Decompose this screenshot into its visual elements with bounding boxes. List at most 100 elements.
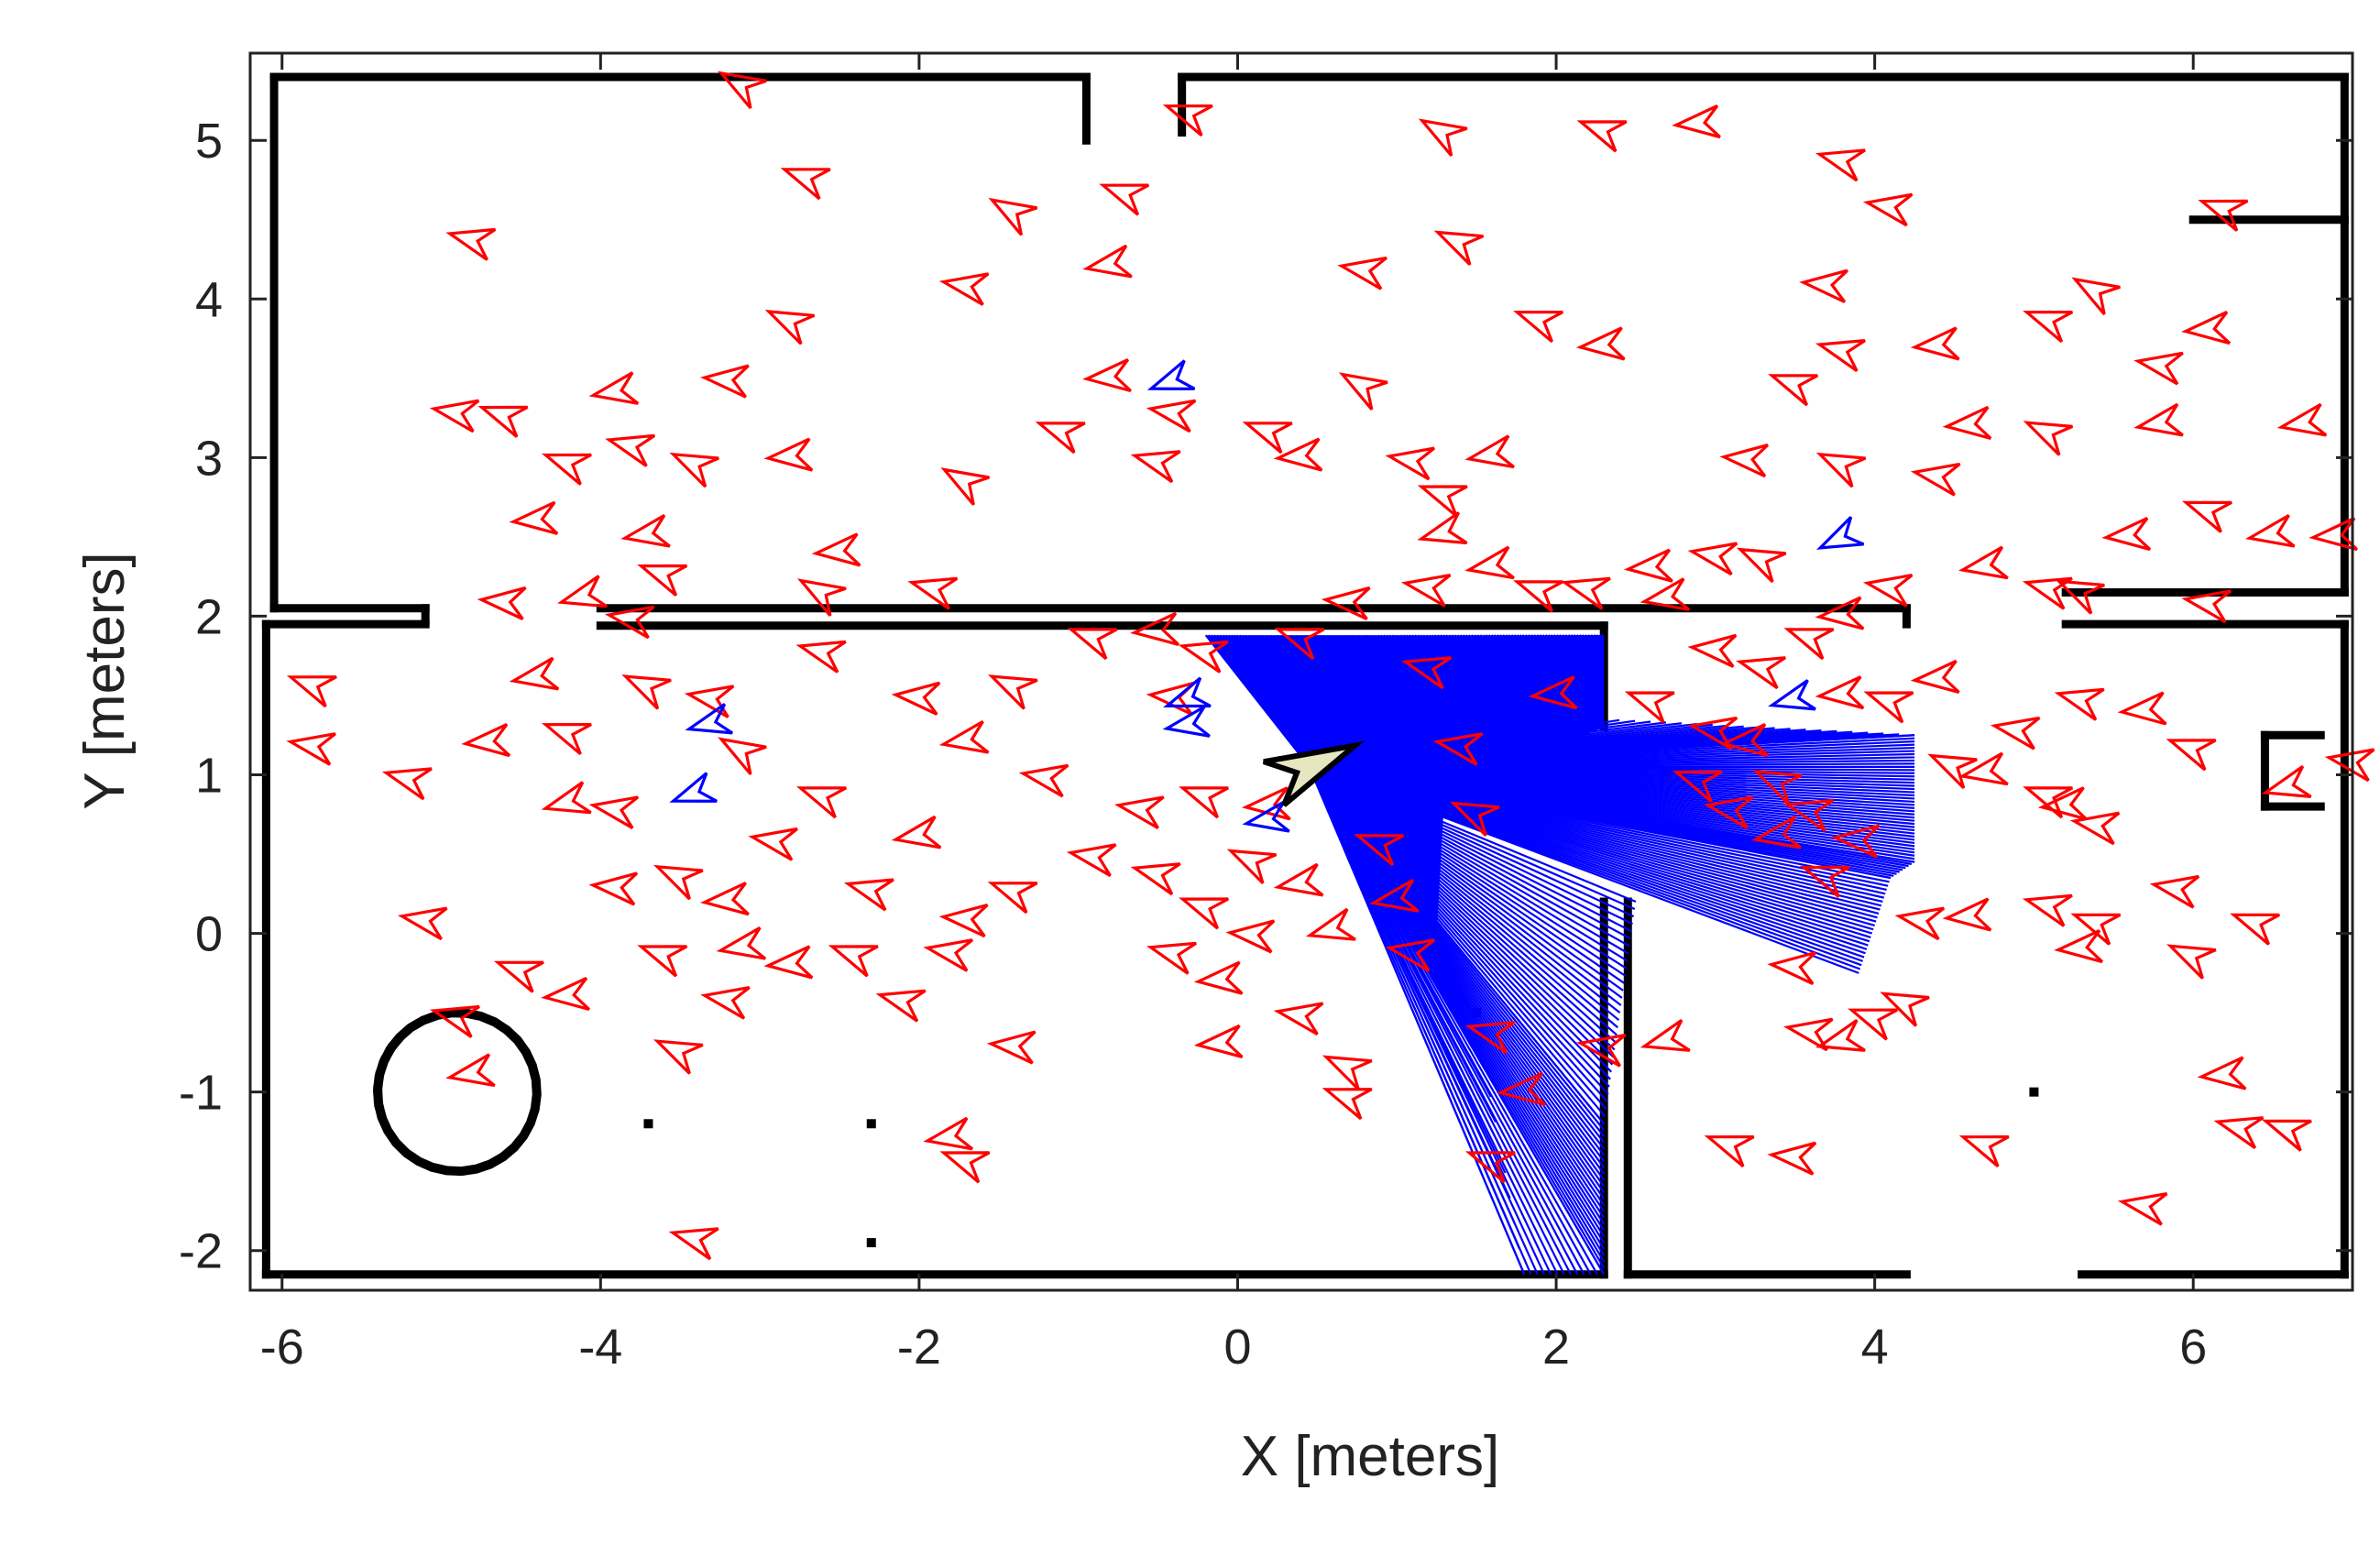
- x-tick-label: 2: [1542, 1320, 1570, 1375]
- particle-marker: [1146, 941, 1197, 975]
- particle-marker: [2054, 687, 2105, 721]
- map-speck: [643, 1119, 653, 1129]
- particle-marker: [2166, 739, 2217, 772]
- particle-marker: [1099, 183, 1150, 216]
- particle-marker: [2117, 1192, 2168, 1226]
- particle-marker: [1815, 148, 1866, 182]
- x-tick-label: 6: [2179, 1320, 2207, 1375]
- particle-marker: [939, 1151, 991, 1184]
- y-tick-label: 4: [195, 272, 223, 327]
- particle-marker: [2181, 311, 2231, 345]
- laser-ray: [1308, 766, 1507, 1174]
- particle-marker: [1751, 815, 1802, 849]
- particle-marker: [588, 871, 639, 906]
- particle-marker: [1130, 862, 1181, 896]
- particle-marker: [604, 605, 655, 640]
- particle-marker: [1432, 732, 1484, 766]
- particle-marker: [1736, 547, 1787, 584]
- particle-marker: [986, 1030, 1036, 1065]
- particle-marker: [1736, 656, 1786, 690]
- particle-marker: [1162, 104, 1213, 137]
- particle-marker: [2023, 421, 2074, 456]
- particle-marker: [718, 71, 767, 110]
- particle-marker: [2261, 764, 2312, 798]
- particle-marker: [2309, 517, 2358, 552]
- particle-marker: [1767, 950, 1817, 986]
- best-particle-marker: [669, 772, 718, 803]
- particle-marker: [700, 986, 751, 1020]
- x-axis-title: X [meters]: [1241, 1425, 1500, 1488]
- particle-marker: [588, 371, 640, 405]
- particle-marker: [1958, 545, 2009, 580]
- particle-marker: [1942, 897, 1992, 932]
- particle-marker: [445, 1053, 496, 1088]
- particle-marker: [1067, 628, 1118, 661]
- x-tick-label: 0: [1223, 1320, 1251, 1375]
- particle-marker: [1385, 938, 1435, 972]
- particle-marker: [1066, 843, 1117, 877]
- particle-marker: [477, 586, 527, 620]
- y-tick-label: 2: [195, 589, 223, 644]
- laser-dense-region: [1205, 635, 1605, 1021]
- particle-marker: [2261, 1119, 2312, 1152]
- particle-marker: [1672, 104, 1721, 139]
- particle-marker: [2133, 351, 2184, 386]
- particle-marker: [1273, 1002, 1324, 1035]
- particle-marker: [796, 786, 847, 819]
- particle-marker: [1767, 1141, 1817, 1176]
- particle-marker: [1322, 1088, 1373, 1121]
- best-particle-cloud: [669, 359, 1865, 833]
- particle-marker: [557, 575, 608, 608]
- particle-marker: [1560, 576, 1611, 610]
- particle-marker: [763, 945, 814, 980]
- particle-marker: [938, 272, 990, 306]
- particle-marker: [2101, 517, 2152, 552]
- particle-marker: [1783, 798, 1835, 832]
- y-axis-title: Y [meters]: [73, 552, 137, 809]
- particle-marker: [1321, 586, 1371, 620]
- particle-marker: [2054, 929, 2103, 964]
- particle-marker: [923, 1116, 973, 1151]
- particle-marker: [1768, 374, 1819, 407]
- particle-marker: [1687, 716, 1738, 751]
- particle-marker: [541, 722, 592, 756]
- particle-marker: [1927, 753, 1978, 790]
- particle-marker: [1990, 716, 2041, 751]
- best-particle-marker: [1768, 679, 1816, 711]
- particle-marker: [1783, 628, 1835, 661]
- particle-marker: [1719, 723, 1769, 758]
- particle-marker: [1528, 675, 1578, 710]
- particle-marker: [668, 1227, 719, 1261]
- particle-marker: [541, 976, 590, 1012]
- particle-marker: [1242, 422, 1293, 455]
- particle-marker: [1273, 862, 1324, 897]
- particle-marker: [811, 532, 861, 567]
- particle-marker: [1274, 628, 1325, 661]
- particle-marker: [1385, 446, 1435, 481]
- particle-marker: [429, 399, 480, 433]
- particle-marker: [1704, 795, 1754, 829]
- particle-marker: [1640, 1018, 1691, 1052]
- particle-marker: [1799, 865, 1850, 898]
- particle-marker: [669, 452, 719, 488]
- particle-marker: [1035, 422, 1086, 455]
- particle-marker: [1496, 1071, 1546, 1106]
- axis-ticks: -6 -4 -2 0 2 4 6 -2 -1 0 1 2 3 4 5: [179, 53, 2353, 1375]
- particle-marker: [1369, 879, 1420, 913]
- particle-marker: [1575, 326, 1626, 361]
- y-tick-label: -2: [179, 1224, 223, 1279]
- particle-marker: [2276, 402, 2328, 437]
- map-speck: [2029, 1087, 2039, 1097]
- particle-marker: [2117, 691, 2167, 726]
- particle-marker: [1894, 906, 1946, 941]
- particle-marker: [716, 926, 767, 960]
- particle-marker: [653, 864, 704, 901]
- particle-marker: [1226, 849, 1278, 884]
- particle-marker: [2069, 811, 2121, 846]
- particle-marker: [1178, 640, 1229, 674]
- particle-marker: [1114, 795, 1165, 829]
- robot-arrow: [1263, 740, 1365, 807]
- particle-marker: [1910, 462, 1961, 497]
- particle-marker: [286, 675, 337, 708]
- particle-marker: [764, 310, 816, 345]
